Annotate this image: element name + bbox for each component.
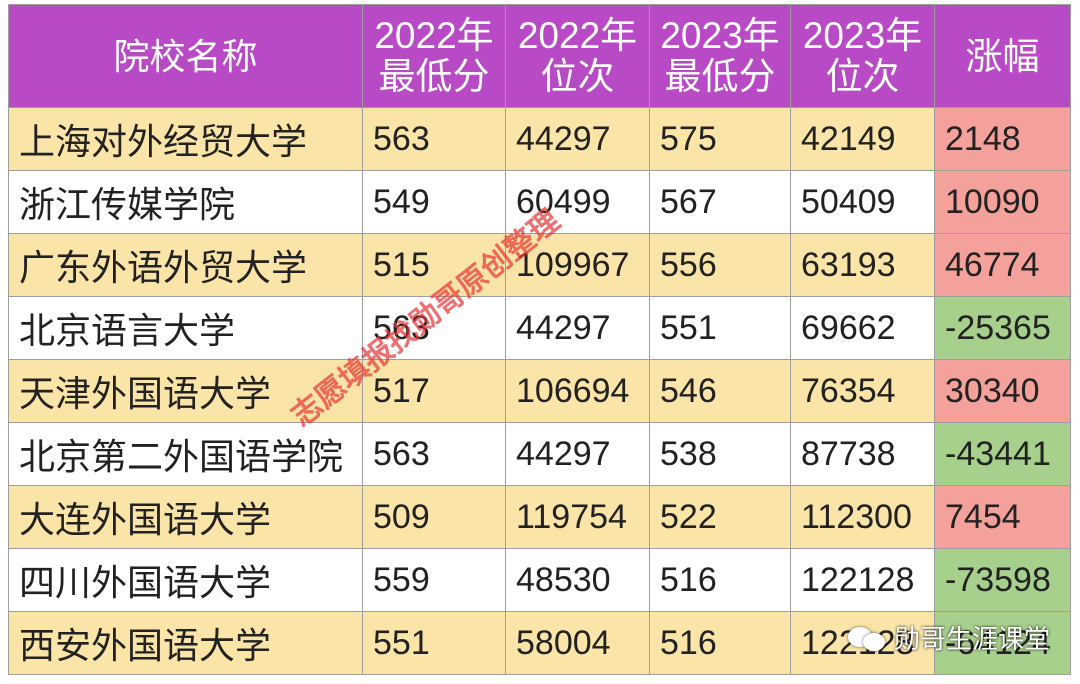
- min-2022-cell: 559: [362, 548, 506, 612]
- school-name-cell: 广东外语外贸大学: [8, 233, 363, 297]
- rank-2023-cell: 122128: [790, 611, 935, 675]
- change-cell: -73598: [934, 548, 1071, 612]
- rank-2023-cell: 42149: [790, 107, 935, 171]
- rank-2022-cell: 60499: [505, 170, 650, 234]
- header-school-name: 院校名称: [8, 4, 363, 108]
- rank-2022-cell: 119754: [505, 485, 650, 549]
- admission-scores-table: 院校名称 2022年 最低分 2022年 位次 2023年 最低分 2023年 位次 涨…: [8, 4, 1071, 675]
- min-2023-cell: 538: [649, 422, 791, 486]
- rank-2023-cell: 122128: [790, 548, 935, 612]
- rank-2023-cell: 87738: [790, 422, 935, 486]
- rank-2022-cell: 44297: [505, 296, 650, 360]
- school-name-cell: 大连外国语大学: [8, 485, 363, 549]
- header-2022-min-score: 2022年 最低分: [362, 4, 506, 108]
- table-row: 天津外国语大学 517 106694 546 76354 30340: [8, 359, 1071, 423]
- min-2022-cell: 517: [362, 359, 506, 423]
- rank-2022-cell: 48530: [505, 548, 650, 612]
- table-row: 大连外国语大学 509 119754 522 112300 7454: [8, 485, 1071, 549]
- school-name-cell: 天津外国语大学: [8, 359, 363, 423]
- rank-2023-cell: 63193: [790, 233, 935, 297]
- header-2023-rank: 2023年 位次: [790, 4, 935, 108]
- table-row: 上海对外经贸大学 563 44297 575 42149 2148: [8, 107, 1071, 171]
- min-2023-cell: 516: [649, 611, 791, 675]
- header-2023-min-score: 2023年 最低分: [649, 4, 791, 108]
- min-2023-cell: 522: [649, 485, 791, 549]
- min-2022-cell: 563: [362, 107, 506, 171]
- rank-2022-cell: 44297: [505, 422, 650, 486]
- table-row: 西安外国语大学 551 58004 516 122128 -64124: [8, 611, 1071, 675]
- rank-2023-cell: 50409: [790, 170, 935, 234]
- change-cell: 2148: [934, 107, 1071, 171]
- table-header-row: 院校名称 2022年 最低分 2022年 位次 2023年 最低分 2023年 位次 涨…: [8, 4, 1071, 108]
- school-name-cell: 浙江传媒学院: [8, 170, 363, 234]
- rank-2022-cell: 109967: [505, 233, 650, 297]
- change-cell: -64124: [934, 611, 1071, 675]
- school-name-cell: 西安外国语大学: [8, 611, 363, 675]
- school-name-cell: 上海对外经贸大学: [8, 107, 363, 171]
- min-2022-cell: 515: [362, 233, 506, 297]
- change-cell: 10090: [934, 170, 1071, 234]
- min-2023-cell: 516: [649, 548, 791, 612]
- table-row: 四川外国语大学 559 48530 516 122128 -73598: [8, 548, 1071, 612]
- min-2023-cell: 546: [649, 359, 791, 423]
- change-cell: 30340: [934, 359, 1071, 423]
- rank-2023-cell: 112300: [790, 485, 935, 549]
- min-2022-cell: 563: [362, 422, 506, 486]
- school-name-cell: 北京第二外国语学院: [8, 422, 363, 486]
- header-change: 涨幅: [934, 4, 1071, 108]
- change-cell: -43441: [934, 422, 1071, 486]
- min-2022-cell: 563: [362, 296, 506, 360]
- table-row: 浙江传媒学院 549 60499 567 50409 10090: [8, 170, 1071, 234]
- change-cell: 46774: [934, 233, 1071, 297]
- school-name-cell: 北京语言大学: [8, 296, 363, 360]
- table-row: 广东外语外贸大学 515 109967 556 63193 46774: [8, 233, 1071, 297]
- header-2022-rank: 2022年 位次: [505, 4, 650, 108]
- min-2023-cell: 551: [649, 296, 791, 360]
- table-row: 北京语言大学 563 44297 551 69662 -25365: [8, 296, 1071, 360]
- change-cell: 7454: [934, 485, 1071, 549]
- rank-2022-cell: 58004: [505, 611, 650, 675]
- rank-2022-cell: 44297: [505, 107, 650, 171]
- rank-2022-cell: 106694: [505, 359, 650, 423]
- min-2023-cell: 567: [649, 170, 791, 234]
- rank-2023-cell: 76354: [790, 359, 935, 423]
- rank-2023-cell: 69662: [790, 296, 935, 360]
- min-2022-cell: 549: [362, 170, 506, 234]
- change-cell: -25365: [934, 296, 1071, 360]
- min-2023-cell: 575: [649, 107, 791, 171]
- min-2022-cell: 509: [362, 485, 506, 549]
- table-row: 北京第二外国语学院 563 44297 538 87738 -43441: [8, 422, 1071, 486]
- min-2022-cell: 551: [362, 611, 506, 675]
- min-2023-cell: 556: [649, 233, 791, 297]
- school-name-cell: 四川外国语大学: [8, 548, 363, 612]
